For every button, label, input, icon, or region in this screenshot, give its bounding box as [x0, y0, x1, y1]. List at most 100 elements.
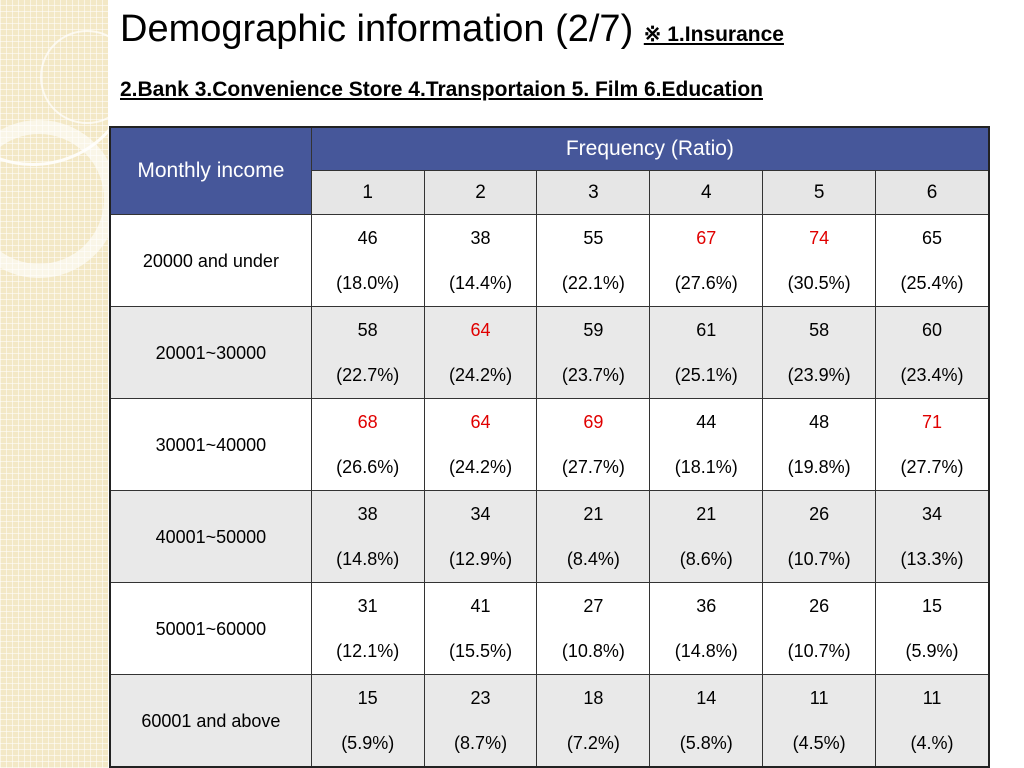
frequency-cell: 38 (14.8%)	[310, 490, 425, 583]
frequency-ratio: (23.4%)	[900, 365, 964, 385]
frequency-count: 71	[922, 412, 943, 432]
frequency-cell: 55 (22.1%)	[536, 214, 651, 307]
frequency-count: 15	[357, 688, 378, 708]
frequency-cell: 26 (10.7%)	[762, 582, 877, 675]
frequency-cell: 34 (12.9%)	[423, 490, 538, 583]
frequency-cell: 15 (5.9%)	[875, 582, 990, 675]
table-row: 60001 and above 15 (5.9%) 23 (8.7%) 18 (7.2%) 1…	[109, 674, 990, 768]
frequency-ratio: (10.8%)	[561, 641, 625, 661]
frequency-cell: 18 (7.2%)	[536, 674, 651, 768]
frequency-count: 34	[470, 504, 491, 524]
frequency-count: 55	[583, 228, 604, 248]
frequency-count: 64	[470, 320, 491, 340]
frequency-cell: 46 (18.0%)	[310, 214, 425, 307]
frequency-count: 38	[470, 228, 491, 248]
frequency-count: 14	[696, 688, 717, 708]
income-range-label: 20001~30000	[109, 306, 312, 399]
table-row: 20001~30000 58 (22.7%) 64 (24.2%) 59 (23.7%) 61…	[109, 306, 990, 399]
frequency-cell: 65 (25.4%)	[875, 214, 990, 307]
frequency-count: 59	[583, 320, 604, 340]
frequency-cell: 11 (4.%)	[875, 674, 990, 768]
income-range-label: 40001~50000	[109, 490, 312, 583]
frequency-cell: 58 (22.7%)	[310, 306, 425, 399]
frequency-cell: 58 (23.9%)	[762, 306, 877, 399]
frequency-ratio: (24.2%)	[449, 457, 513, 477]
frequency-ratio: (5.9%)	[905, 641, 959, 661]
column-header-4: 4	[649, 170, 764, 215]
frequency-ratio: (22.1%)	[561, 273, 625, 293]
frequency-count: 11	[809, 688, 829, 708]
frequency-cell: 69 (27.7%)	[536, 398, 651, 491]
frequency-count: 67	[696, 228, 717, 248]
frequency-ratio: (30.5%)	[787, 273, 851, 293]
decorative-side-panel	[0, 0, 108, 768]
frequency-cell: 21 (8.6%)	[649, 490, 764, 583]
frequency-ratio: (14.8%)	[674, 641, 738, 661]
table-row: 20000 and under 46 (18.0%) 38 (14.4%) 55 (22.1…	[109, 214, 990, 307]
frequency-ratio: (8.4%)	[566, 549, 620, 569]
frequency-count: 74	[809, 228, 830, 248]
group-header-frequency: Frequency (Ratio)	[310, 126, 990, 171]
frequency-cell: 27 (10.8%)	[536, 582, 651, 675]
frequency-cell: 64 (24.2%)	[423, 398, 538, 491]
frequency-count: 61	[696, 320, 717, 340]
frequency-cell: 59 (23.7%)	[536, 306, 651, 399]
frequency-ratio: (15.5%)	[449, 641, 513, 661]
frequency-count: 44	[696, 412, 717, 432]
frequency-count: 15	[922, 596, 943, 616]
frequency-count: 26	[809, 596, 830, 616]
column-header-5: 5	[762, 170, 877, 215]
frequency-count: 68	[357, 412, 378, 432]
frequency-count: 64	[470, 412, 491, 432]
frequency-cell: 15 (5.9%)	[310, 674, 425, 768]
frequency-cell: 11 (4.5%)	[762, 674, 877, 768]
frequency-ratio: (18.0%)	[336, 273, 400, 293]
frequency-count: 48	[809, 412, 830, 432]
frequency-count: 31	[357, 596, 378, 616]
table-row: 30001~40000 68 (26.6%) 64 (24.2%) 69 (27.7%) 44…	[109, 398, 990, 491]
frequency-ratio: (13.3%)	[900, 549, 964, 569]
frequency-cell: 21 (8.4%)	[536, 490, 651, 583]
frequency-ratio: (23.7%)	[561, 365, 625, 385]
frequency-ratio: (12.9%)	[449, 549, 513, 569]
frequency-count: 18	[583, 688, 604, 708]
frequency-count: 26	[809, 504, 830, 524]
frequency-ratio: (23.9%)	[787, 365, 851, 385]
frequency-ratio: (27.7%)	[561, 457, 625, 477]
table-row: 40001~50000 38 (14.8%) 34 (12.9%) 21 (8.4%) 21 (…	[109, 490, 990, 583]
table-row: 50001~60000 31 (12.1%) 41 (15.5%) 27 (10.8%) 36…	[109, 582, 990, 675]
frequency-ratio: (5.8%)	[679, 733, 733, 753]
table-body: 20000 and under 46 (18.0%) 38 (14.4%) 55 (22.1…	[109, 214, 990, 768]
frequency-ratio: (18.1%)	[674, 457, 738, 477]
frequency-ratio: (10.7%)	[787, 549, 851, 569]
frequency-ratio: (26.6%)	[336, 457, 400, 477]
frequency-cell: 71 (27.7%)	[875, 398, 990, 491]
decorative-ring	[0, 120, 108, 278]
frequency-count: 38	[357, 504, 378, 524]
frequency-cell: 48 (19.8%)	[762, 398, 877, 491]
frequency-ratio: (14.4%)	[449, 273, 513, 293]
row-header-monthly-income: Monthly income	[109, 126, 312, 215]
title-main: Demographic information (2/7)	[120, 8, 634, 50]
frequency-ratio: (27.6%)	[674, 273, 738, 293]
frequency-count: 69	[583, 412, 604, 432]
frequency-ratio: (8.6%)	[679, 549, 733, 569]
frequency-count: 46	[357, 228, 378, 248]
column-header-6: 6	[875, 170, 990, 215]
frequency-ratio: (7.2%)	[566, 733, 620, 753]
category-legend: 2.Bank 3.Convenience Store 4.Transportai…	[120, 78, 764, 101]
frequency-cell: 67 (27.6%)	[649, 214, 764, 307]
slide-title: Demographic information (2/7) ※ 1.Insura…	[120, 8, 784, 51]
frequency-cell: 60 (23.4%)	[875, 306, 990, 399]
frequency-ratio: (24.2%)	[449, 365, 513, 385]
frequency-count: 60	[922, 320, 943, 340]
income-range-label: 30001~40000	[109, 398, 312, 491]
column-header-2: 2	[423, 170, 538, 215]
frequency-count: 65	[922, 228, 943, 248]
frequency-ratio: (14.8%)	[336, 549, 400, 569]
frequency-cell: 26 (10.7%)	[762, 490, 877, 583]
frequency-ratio: (19.8%)	[787, 457, 851, 477]
title-note: ※ 1.Insurance	[643, 23, 784, 46]
